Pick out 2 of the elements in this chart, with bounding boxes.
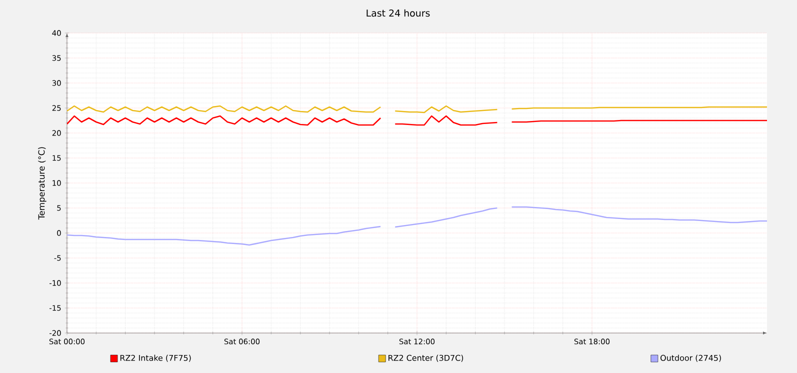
chart-title: Last 24 hours [366,9,430,17]
y-axis-title: Temperature (°C) [38,147,46,220]
